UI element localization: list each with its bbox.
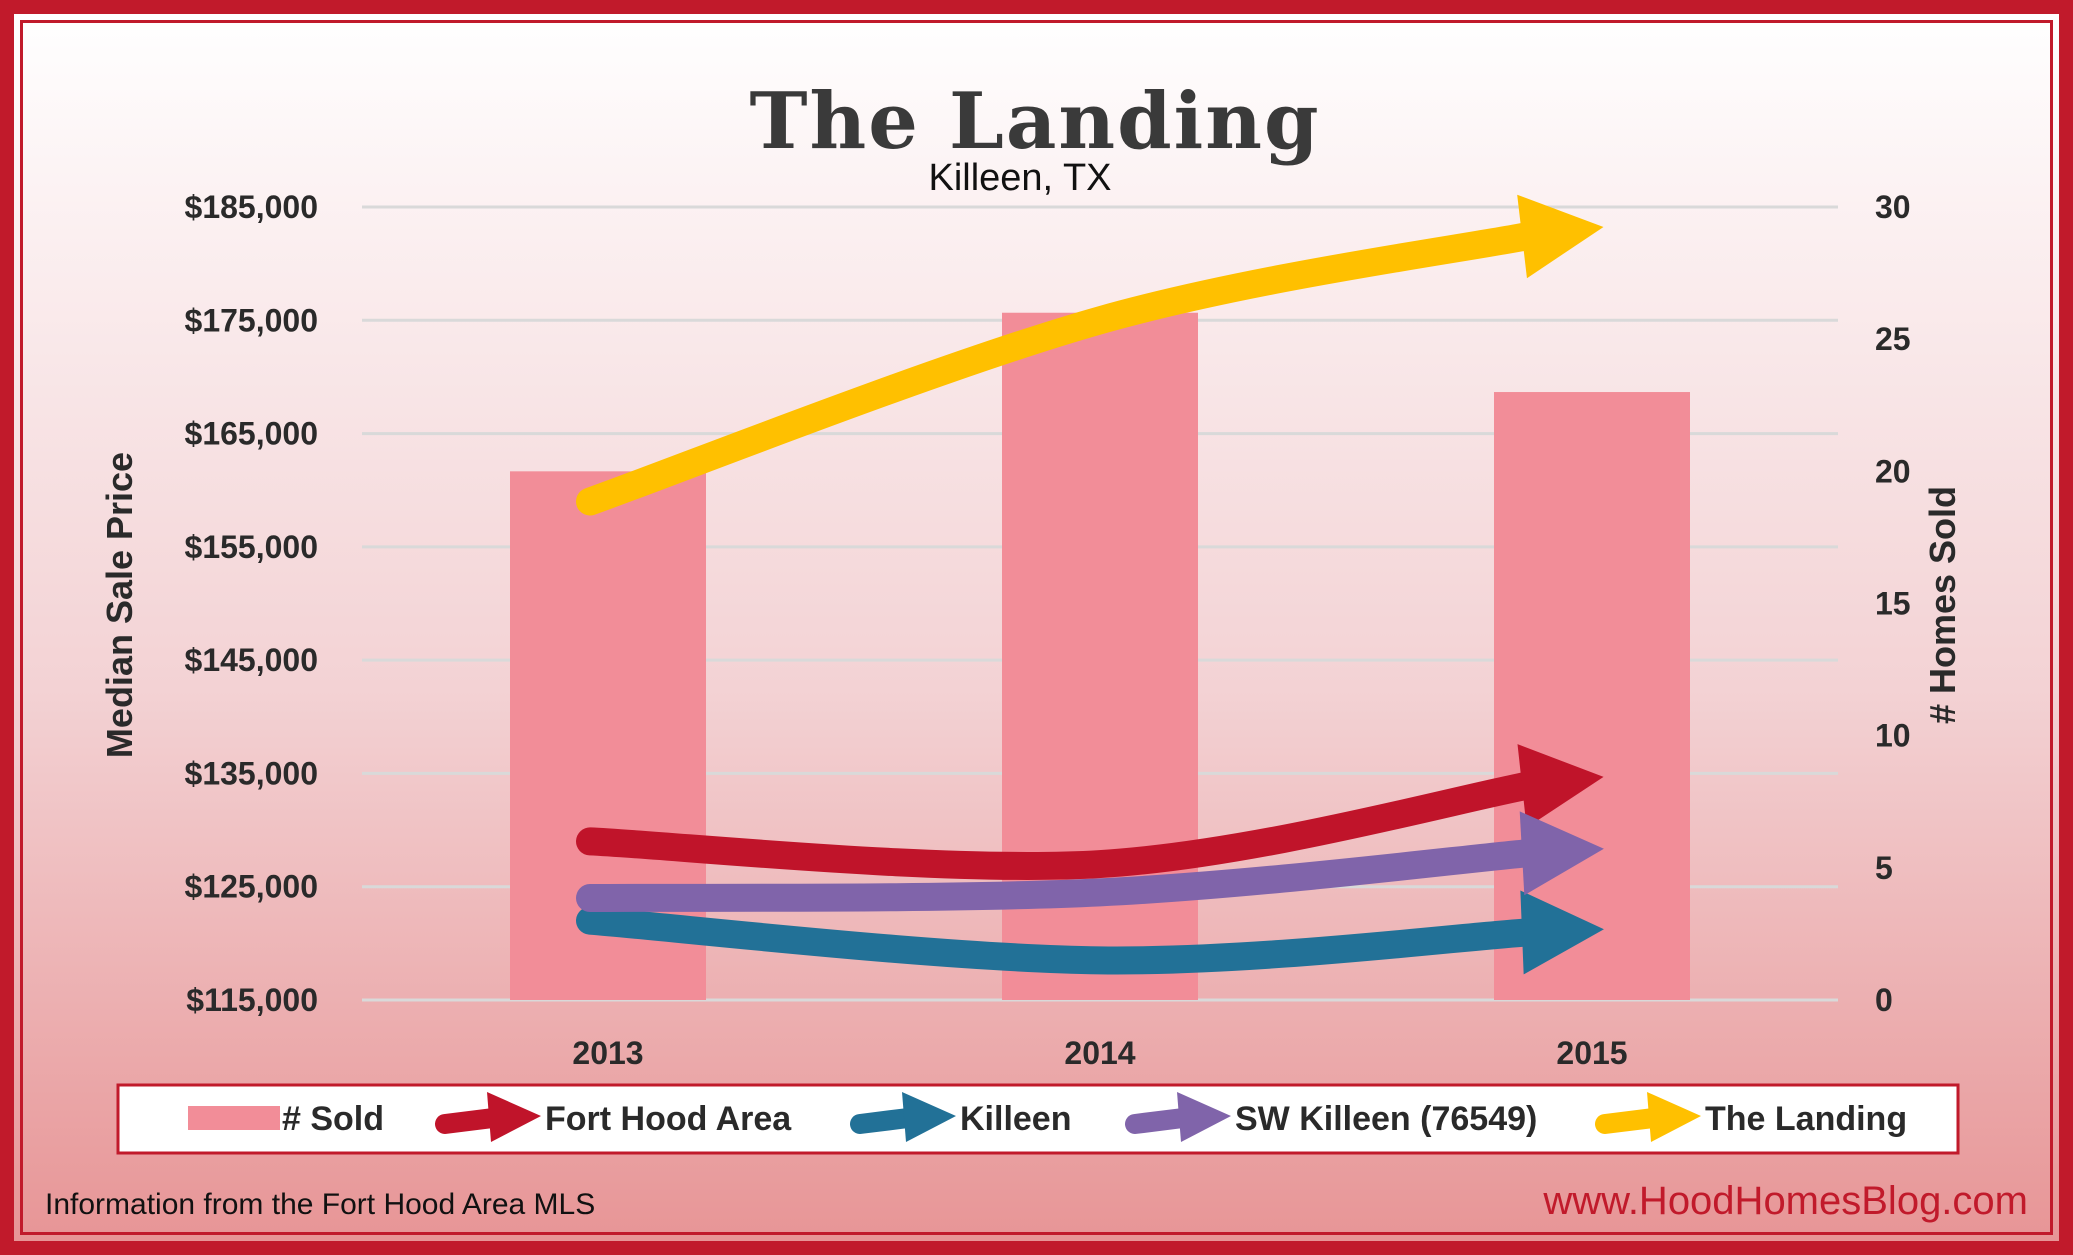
- right-tick-label: 20: [1875, 453, 1911, 489]
- left-tick-label: $135,000: [185, 755, 318, 791]
- left-tick-label: $155,000: [185, 529, 318, 565]
- series-arrowhead: [1520, 890, 1604, 975]
- axis-ticks: $115,000 $125,000 $135,000 $145,000 $155,000…: [185, 189, 1911, 1071]
- left-tick-label: $125,000: [185, 869, 318, 905]
- legend-label: The Landing: [1705, 1100, 1907, 1138]
- legend-swatch-arrow: [435, 1108, 503, 1134]
- left-tick-label: $145,000: [185, 642, 318, 678]
- series-line: [576, 221, 1546, 516]
- series-killeen-arrow: [576, 890, 1604, 975]
- legend-swatch-arrow: [850, 1108, 918, 1134]
- right-tick-label: 0: [1875, 982, 1893, 1018]
- legend-swatch-arrowhead: [1177, 1092, 1231, 1142]
- right-tick-label: 25: [1875, 321, 1911, 357]
- series-fort-hood-area-arrow: [576, 744, 1604, 880]
- legend-swatch-bar: [188, 1106, 280, 1130]
- legend-label: # Sold: [282, 1100, 384, 1138]
- legend-swatch-arrowhead: [487, 1092, 541, 1142]
- left-tick-label: $185,000: [185, 189, 318, 225]
- series-the-landing-arrow: [576, 194, 1604, 516]
- legend-swatch-arrowhead: [902, 1092, 956, 1142]
- legend: # Sold Fort Hood Area Killeen SW Killeen (7…: [116, 1083, 1960, 1155]
- right-tick-label: 5: [1875, 850, 1893, 886]
- right-tick-label: 10: [1875, 718, 1911, 754]
- series-line: [576, 906, 1546, 975]
- chart-title: The Landing: [749, 76, 1320, 167]
- legend-swatch-arrow: [1595, 1108, 1663, 1134]
- left-tick-label: $165,000: [185, 416, 318, 452]
- right-axis-title: # Homes Sold: [1922, 486, 1963, 724]
- legend-label: Fort Hood Area: [545, 1100, 792, 1138]
- left-tick-label: $175,000: [185, 302, 318, 338]
- series-arrowhead: [1517, 194, 1604, 279]
- legend-swatch-arrowhead: [1647, 1092, 1701, 1142]
- right-tick-label: 15: [1875, 586, 1911, 622]
- x-tick-label: 2013: [572, 1035, 643, 1071]
- legend-item: SW Killeen (76549): [1125, 1092, 1537, 1142]
- source-note: Information from the Fort Hood Area MLS: [45, 1188, 595, 1221]
- website-link[interactable]: www.HoodHomesBlog.com: [1542, 1179, 2028, 1223]
- series-arrowhead: [1519, 811, 1604, 896]
- series-line: [576, 770, 1546, 880]
- chart-subtitle: Killeen, TX: [928, 157, 1111, 199]
- legend-label: Killeen: [960, 1100, 1071, 1138]
- legend-item: Killeen: [850, 1092, 1071, 1142]
- x-tick-label: 2015: [1556, 1035, 1627, 1071]
- right-tick-label: 30: [1875, 189, 1911, 225]
- legend-item: # Sold: [188, 1100, 384, 1138]
- left-tick-label: $115,000: [186, 982, 318, 1018]
- legend-swatch-arrow: [1125, 1108, 1193, 1134]
- series-sw-killeen-76549--arrow: [576, 811, 1604, 913]
- series-arrows: [576, 194, 1604, 975]
- series-arrowhead: [1517, 744, 1604, 828]
- x-tick-label: 2014: [1064, 1035, 1135, 1071]
- legend-item: Fort Hood Area: [435, 1092, 792, 1142]
- series-line: [576, 838, 1546, 913]
- left-axis-title: Median Sale Price: [99, 452, 140, 758]
- legend-label: SW Killeen (76549): [1235, 1100, 1537, 1138]
- legend-item: The Landing: [1595, 1092, 1907, 1142]
